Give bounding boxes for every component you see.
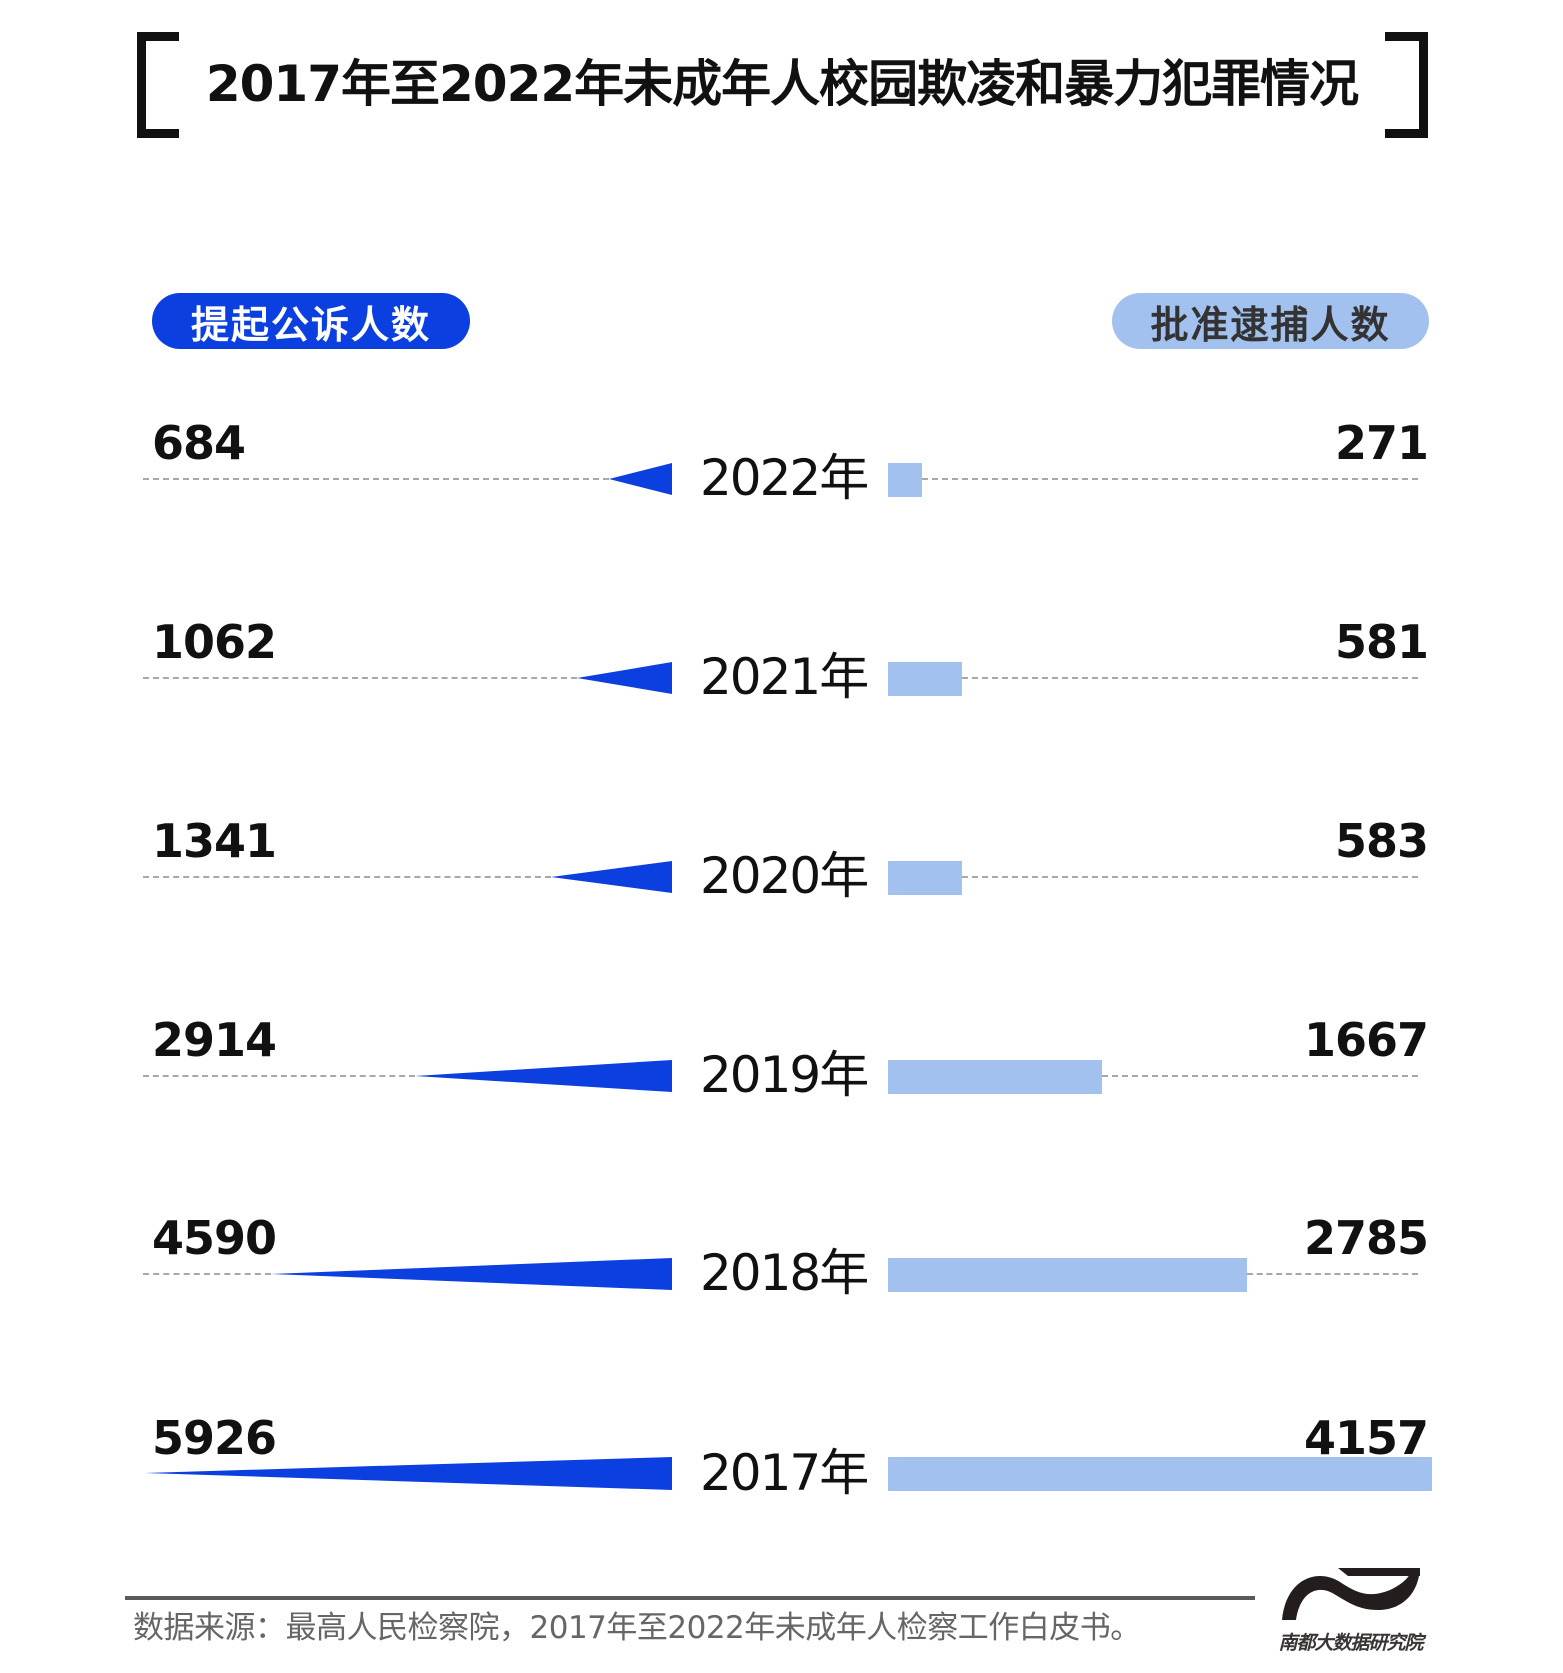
guide-line-right — [1102, 1075, 1418, 1077]
footer-divider — [125, 1596, 1255, 1600]
legend-prosecuted-label: 提起公诉人数 — [190, 302, 431, 347]
prosecuted-value: 2914 — [152, 1013, 277, 1067]
prosecuted-value: 684 — [152, 416, 246, 470]
guide-line-right — [1247, 1273, 1418, 1275]
prosecuted-triangle — [609, 463, 672, 495]
chart-row-2020: 1341 583 2020年 — [0, 806, 1563, 946]
data-source: 数据来源：最高人民检察院，2017年至2022年未成年人检察工作白皮书。 — [133, 1610, 1141, 1646]
legend-arrested-label: 批准逮捕人数 — [1150, 302, 1391, 347]
prosecuted-value: 5926 — [152, 1411, 277, 1465]
year-label: 2018年 — [700, 1244, 869, 1302]
year-label: 2022年 — [700, 449, 869, 507]
prosecuted-triangle — [551, 861, 672, 893]
arrested-bar — [888, 662, 962, 696]
arrested-value: 2785 — [1303, 1211, 1429, 1265]
guide-line-left — [143, 478, 609, 480]
guide-line-left — [143, 876, 551, 878]
arrested-value: 1667 — [1303, 1013, 1429, 1067]
arrested-bar — [888, 861, 962, 895]
guide-line-right — [962, 677, 1418, 679]
arrested-bar — [888, 1258, 1247, 1292]
guide-line-left — [143, 677, 577, 679]
chart-title: 2017年至2022年未成年人校园欺凌和暴力犯罪情况 — [205, 55, 1359, 113]
year-label: 2017年 — [700, 1444, 869, 1502]
arrested-value: 271 — [1334, 416, 1429, 470]
prosecuted-value: 1341 — [152, 814, 277, 868]
legend-prosecuted: 提起公诉人数 — [152, 293, 470, 349]
arrested-value: 581 — [1334, 615, 1429, 669]
title-bracket-right — [1385, 32, 1428, 138]
logo-text: 南都大数据研究院 — [1278, 1632, 1423, 1654]
chart-row-2017: 5926 4157 2017年 — [0, 1403, 1563, 1543]
arrested-value: 4157 — [1303, 1411, 1429, 1465]
prosecuted-triangle — [271, 1258, 672, 1290]
arrested-bar — [888, 463, 922, 497]
title-bracket-left — [137, 32, 179, 138]
year-label: 2020年 — [700, 847, 869, 905]
prosecuted-triangle — [577, 662, 672, 694]
guide-line-left — [143, 1273, 271, 1275]
arrested-value: 583 — [1334, 814, 1429, 868]
prosecuted-value: 4590 — [152, 1211, 277, 1265]
chart-row-2018: 4590 2785 2018年 — [0, 1203, 1563, 1343]
chart-row-2019: 2914 1667 2019年 — [0, 1005, 1563, 1145]
year-label: 2021年 — [700, 648, 869, 706]
publisher-logo: 南都大数据研究院 — [1278, 1548, 1424, 1658]
guide-line-left — [143, 1075, 415, 1077]
guide-line-right — [962, 876, 1418, 878]
arrested-bar — [888, 1060, 1102, 1094]
guide-line-right — [922, 478, 1418, 480]
chart-row-2021: 1062 581 2021年 — [0, 607, 1563, 747]
chart-row-2022: 684 271 2022年 — [0, 408, 1563, 548]
year-label: 2019年 — [700, 1046, 869, 1104]
prosecuted-value: 1062 — [152, 615, 277, 669]
prosecuted-triangle — [145, 1457, 672, 1490]
wave-logo-icon — [1282, 1568, 1420, 1620]
legend-arrested: 批准逮捕人数 — [1112, 293, 1429, 349]
arrested-bar — [888, 1457, 1432, 1491]
prosecuted-triangle — [415, 1060, 672, 1092]
